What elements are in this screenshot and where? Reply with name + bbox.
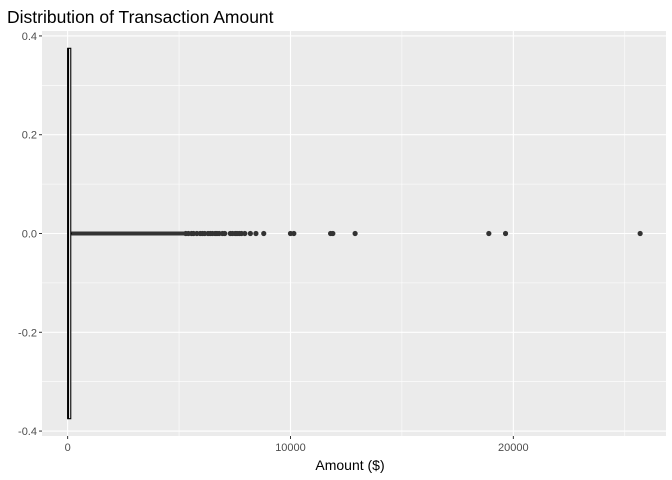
y-tick-label: -0.2 bbox=[18, 327, 37, 339]
outlier-points bbox=[69, 230, 643, 237]
x-tick-label: 0 bbox=[65, 442, 71, 454]
y-tick-label: 0.4 bbox=[22, 31, 37, 43]
outlier-point bbox=[247, 230, 253, 237]
outlier-point bbox=[222, 230, 228, 237]
outlier-point bbox=[352, 230, 358, 237]
outlier-point bbox=[637, 230, 643, 237]
x-axis: 0 10000 20000 bbox=[65, 436, 529, 454]
outlier-point bbox=[486, 230, 492, 237]
chart-title: Distribution of Transaction Amount bbox=[7, 7, 274, 27]
y-axis: -0.4 -0.2 0.0 0.2 0.4 bbox=[18, 31, 42, 438]
boxplot bbox=[67, 47, 72, 420]
outlier-point bbox=[502, 230, 509, 237]
y-tick-label: 0.0 bbox=[22, 229, 37, 241]
outlier-point bbox=[291, 230, 297, 237]
outlier-point bbox=[330, 230, 336, 237]
x-tick-label: 10000 bbox=[275, 442, 306, 454]
y-tick-label: -0.4 bbox=[18, 426, 37, 438]
outlier-point bbox=[242, 230, 248, 237]
y-tick-label: 0.2 bbox=[22, 130, 37, 142]
outlier-point bbox=[253, 230, 259, 237]
x-axis-title: Amount ($) bbox=[315, 457, 384, 473]
outlier-point bbox=[261, 230, 267, 237]
x-tick-label: 20000 bbox=[498, 442, 529, 454]
